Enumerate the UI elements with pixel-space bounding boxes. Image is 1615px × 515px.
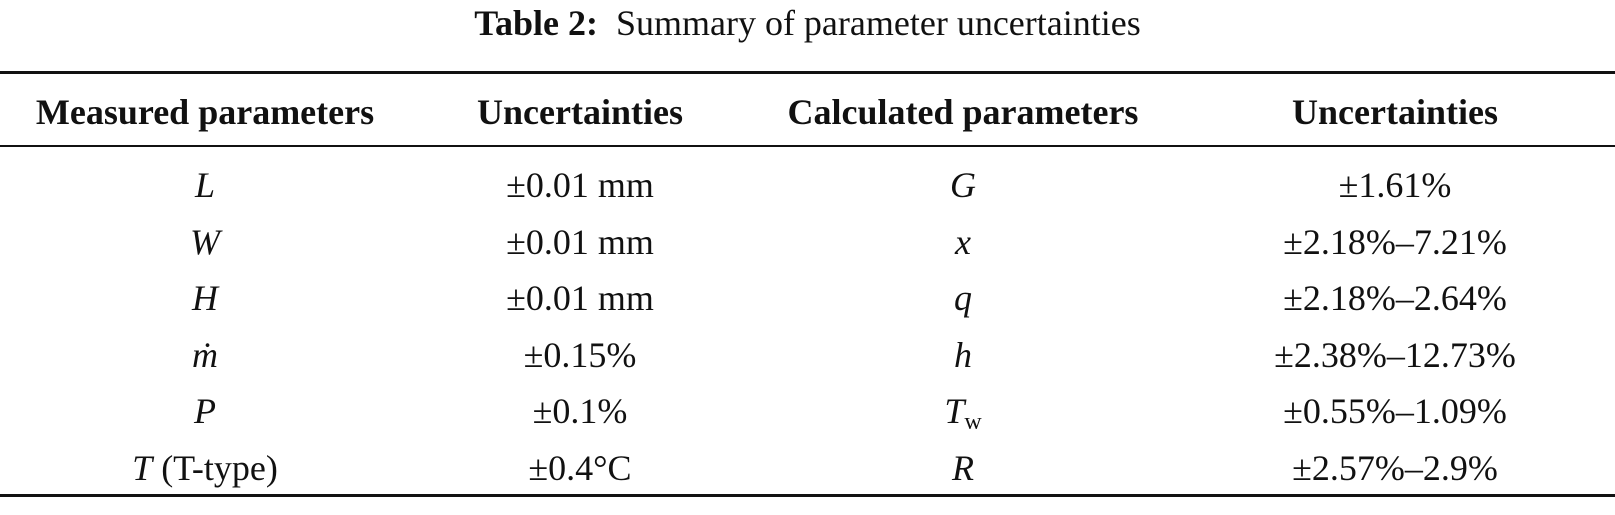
parameter-symbol: L	[194, 165, 216, 205]
parameter-symbol: q	[954, 278, 972, 318]
parameter-cell: R	[763, 450, 1163, 486]
parameter-cell: L	[5, 167, 405, 203]
uncertainty-cell: ±2.38%–12.73%	[1274, 334, 1516, 375]
uncertainty-cell: ±0.01 mm	[506, 221, 654, 262]
parameter-symbol: H	[192, 278, 218, 318]
caption: Table 2: Summary of parameter uncertaint…	[0, 2, 1615, 44]
parameter-note: (T-type)	[161, 447, 278, 488]
parameter-symbol: T	[944, 391, 965, 431]
uncertainty-cell: ±2.18%–2.64%	[1283, 278, 1507, 318]
parameter-symbol: P	[194, 391, 216, 431]
uncertainty-cell: ±1.61%	[1338, 165, 1452, 205]
uncertainty-cell: ±0.01 mm	[506, 165, 654, 205]
parameter-symbol: R	[952, 447, 974, 488]
parameter-cell: H	[5, 280, 405, 316]
parameter-cell: x	[763, 224, 1163, 260]
column-header: Measured parameters	[35, 92, 375, 132]
column-header: Uncertainties	[1292, 92, 1498, 132]
parameter-cell: W	[5, 224, 405, 260]
parameter-subscript: w	[964, 409, 982, 435]
top-rule	[0, 71, 1615, 74]
parameter-cell: Tw	[763, 393, 1163, 434]
parameter-cell: T (T-type)	[5, 450, 405, 486]
uncertainty-cell: ±0.15%	[523, 334, 637, 375]
parameter-cell: G	[763, 167, 1163, 203]
column-header: Uncertainties	[477, 92, 683, 132]
parameter-symbol: ṁ	[192, 334, 218, 375]
bottom-rule	[0, 494, 1615, 497]
column-header: Calculated parameters	[787, 92, 1139, 132]
parameter-symbol: G	[950, 165, 976, 205]
parameter-symbol: h	[954, 334, 972, 375]
parameter-cell: P	[5, 393, 405, 429]
parameter-cell: q	[763, 280, 1163, 316]
caption-label: Table 2:	[474, 3, 598, 43]
parameter-symbol: T	[132, 447, 153, 488]
header-rule	[0, 145, 1615, 147]
uncertainty-cell: ±0.4°C	[528, 447, 632, 488]
uncertainty-cell: ±0.55%–1.09%	[1283, 391, 1507, 431]
uncertainty-cell: ±2.18%–7.21%	[1283, 221, 1507, 262]
parameter-symbol: x	[955, 221, 971, 262]
parameter-symbol: W	[190, 221, 220, 262]
uncertainty-cell: ±0.1%	[532, 391, 628, 431]
parameter-cell: ṁ	[5, 337, 405, 373]
parameter-cell: h	[763, 337, 1163, 373]
uncertainty-cell: ±2.57%–2.9%	[1292, 447, 1498, 488]
caption-text: Summary of parameter uncertainties	[615, 3, 1141, 43]
uncertainty-cell: ±0.01 mm	[506, 278, 654, 318]
